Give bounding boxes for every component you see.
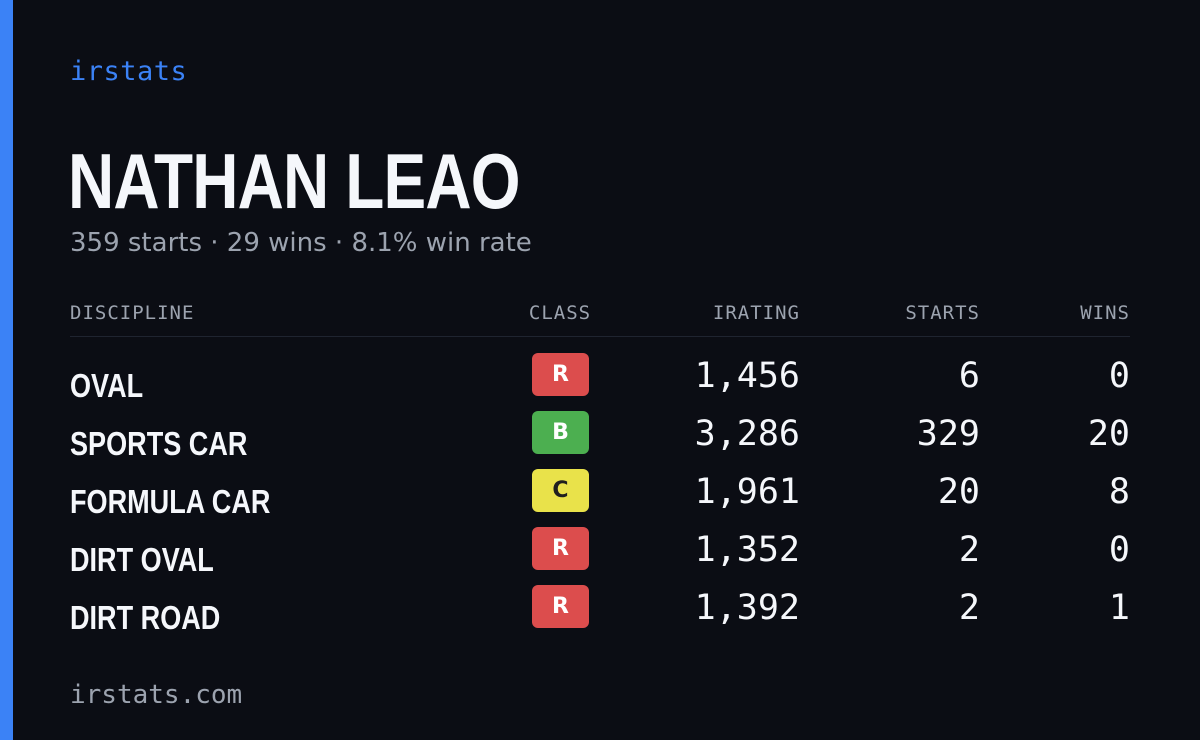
irating-cell: 1,352 [694, 530, 800, 570]
table-header: DISCIPLINE CLASS IRATING STARTS WINS [70, 296, 1130, 337]
footer-url: irstats.com [70, 680, 243, 710]
table-row: SPORTS CAR B 3,286 329 20 [70, 411, 1130, 469]
header-wins: WINS [1080, 302, 1130, 324]
table-row: OVAL R 1,456 6 0 [70, 353, 1130, 411]
wins-cell: 20 [1087, 414, 1130, 454]
starts-cell: 2 [958, 530, 980, 570]
class-badge: R [532, 585, 589, 628]
starts-cell: 2 [958, 588, 980, 628]
wins-cell: 8 [1108, 472, 1130, 512]
wins-cell: 0 [1108, 356, 1130, 396]
discipline-cell: DIRT OVAL [70, 541, 214, 578]
irating-cell: 1,392 [694, 588, 800, 628]
player-name: NATHAN LEAO [68, 137, 521, 225]
irating-cell: 1,961 [694, 472, 800, 512]
discipline-cell: SPORTS CAR [70, 425, 248, 462]
header-class: CLASS [528, 302, 592, 324]
header-discipline: DISCIPLINE [70, 302, 195, 324]
starts-cell: 6 [958, 356, 980, 396]
discipline-cell: OVAL [70, 367, 144, 404]
starts-cell: 329 [916, 414, 980, 454]
class-badge: R [532, 527, 589, 570]
brand-logo: irstats [70, 56, 188, 87]
player-summary: 359 starts · 29 wins · 8.1% win rate [70, 228, 532, 258]
discipline-cell: FORMULA CAR [70, 483, 271, 520]
wins-cell: 0 [1108, 530, 1130, 570]
starts-cell: 20 [937, 472, 980, 512]
class-badge: R [532, 353, 589, 396]
table-row: DIRT ROAD R 1,392 2 1 [70, 585, 1130, 643]
table-row: FORMULA CAR C 1,961 20 8 [70, 469, 1130, 527]
accent-bar [0, 0, 13, 740]
class-badge: C [532, 469, 589, 512]
discipline-cell: DIRT ROAD [70, 599, 221, 636]
class-badge: B [532, 411, 589, 454]
stats-table: DISCIPLINE CLASS IRATING STARTS WINS OVA… [70, 296, 1130, 643]
irating-cell: 3,286 [694, 414, 800, 454]
table-body: OVAL R 1,456 6 0 SPORTS CAR B 3,286 329 … [70, 353, 1130, 643]
header-starts: STARTS [905, 302, 980, 324]
header-irating: IRATING [712, 302, 800, 324]
irating-cell: 1,456 [694, 356, 800, 396]
table-row: DIRT OVAL R 1,352 2 0 [70, 527, 1130, 585]
wins-cell: 1 [1108, 588, 1130, 628]
